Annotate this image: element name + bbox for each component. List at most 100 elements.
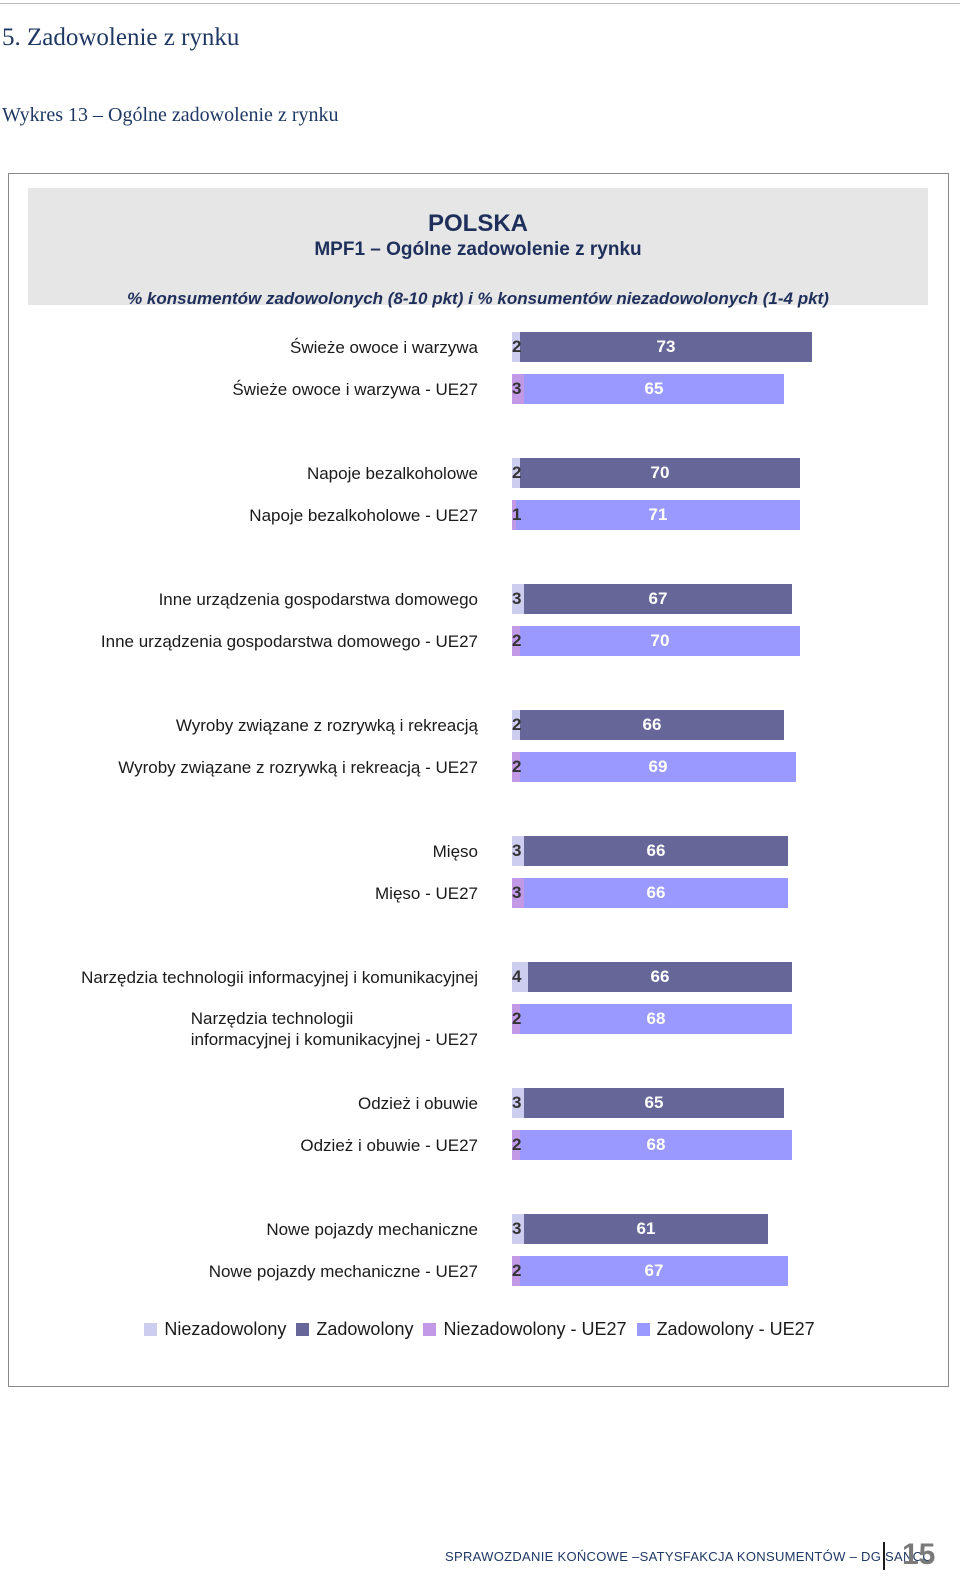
- bar-satisfied: [528, 962, 792, 992]
- data-label-satisfied: 70: [650, 631, 670, 650]
- legend-item: Niezadowolony: [144, 1319, 286, 1340]
- chart-subtitle: MPF1 – Ogólne zadowolenie z rynku: [314, 239, 642, 260]
- data-label-satisfied: 67: [644, 1261, 664, 1280]
- category-label: Nowe pojazdy mechaniczne - UE27: [208, 1262, 478, 1281]
- bar-satisfied-ue27: [520, 1130, 792, 1160]
- chart-title: POLSKA: [427, 210, 528, 237]
- legend-label: Zadowolony - UE27: [656, 1318, 815, 1339]
- data-label-dissatisfied: 2: [512, 631, 522, 650]
- legend-label: Zadowolony: [316, 1318, 414, 1339]
- bar-dissatisfied: [512, 710, 520, 740]
- category-label: Mięso: [432, 842, 478, 861]
- category-label: Odzież i obuwie: [357, 1094, 478, 1113]
- legend-label: Niezadowolony: [164, 1318, 287, 1339]
- category-label: Napoje bezalkoholowe: [306, 464, 478, 483]
- data-label-dissatisfied: 2: [512, 337, 522, 356]
- bar-satisfied: [520, 332, 812, 362]
- footer-text: Sprawozdanie końcowe –satysfakcja konsum…: [445, 1549, 933, 1564]
- bar-dissatisfied: [512, 1214, 524, 1244]
- bar-dissatisfied: [512, 332, 520, 362]
- bar-dissatisfied: [512, 584, 524, 614]
- bar-dissatisfied: [512, 1088, 524, 1118]
- data-label-dissatisfied: 3: [512, 883, 522, 902]
- section-title: 5. Zadowolenie z rynku: [2, 24, 240, 51]
- bar-satisfied: [520, 458, 800, 488]
- chart-header: POLSKA MPF1 – Ogólne zadowolenie z rynku…: [28, 188, 928, 308]
- data-label-dissatisfied: 2: [512, 1135, 522, 1154]
- bar-dissatisfied-ue27: [512, 878, 524, 908]
- category-label: Wyroby związane z rozrywką i rekreacją -…: [118, 758, 478, 777]
- bar-satisfied: [524, 1214, 768, 1244]
- data-label-dissatisfied: 2: [512, 1261, 522, 1280]
- category-label: Narzędzia technologii informacyjnej i ko…: [190, 1009, 478, 1049]
- data-label-satisfied: 66: [646, 841, 666, 860]
- bar-satisfied-ue27: [520, 1004, 792, 1034]
- category-label: Świeże owoce i warzywa - UE27: [232, 380, 478, 399]
- legend-item: Niezadowolony - UE27: [423, 1318, 627, 1340]
- bar-dissatisfied-ue27: [512, 1256, 520, 1286]
- chart-note: % konsumentów zadowolonych (8-10 pkt) i …: [127, 289, 829, 308]
- figure-title: Wykres 13 – Ogólne zadowolenie z rynku: [2, 104, 339, 126]
- bar-satisfied: [524, 584, 792, 614]
- data-label-dissatisfied: 2: [512, 757, 522, 776]
- bar-satisfied: [524, 836, 788, 866]
- category-label: Inne urządzenia gospodarstwa domowego - …: [100, 632, 478, 651]
- category-label: Inne urządzenia gospodarstwa domowego: [158, 590, 478, 609]
- bar-satisfied-ue27: [520, 752, 796, 782]
- chart-legend: Niezadowolony Zadowolony Niezadowolony - U…: [9, 1314, 950, 1344]
- bar-dissatisfied: [512, 458, 520, 488]
- bar-satisfied-ue27: [520, 1256, 788, 1286]
- bar-dissatisfied-ue27: [512, 500, 516, 530]
- data-label-satisfied: 73: [656, 337, 676, 356]
- data-label-dissatisfied: 2: [512, 1009, 522, 1028]
- category-label: Odzież i obuwie - UE27: [300, 1136, 478, 1155]
- data-label-satisfied: 61: [636, 1219, 656, 1238]
- category-label: Świeże owoce i warzywa: [289, 338, 478, 357]
- top-rule: [0, 3, 960, 4]
- data-label-satisfied: 68: [646, 1135, 666, 1154]
- bar-dissatisfied: [512, 962, 528, 992]
- legend-label: Niezadowolony - UE27: [443, 1318, 627, 1339]
- bar-dissatisfied: [512, 836, 524, 866]
- data-label-satisfied: 66: [642, 715, 662, 734]
- chart-frame: POLSKA MPF1 – Ogólne zadowolenie z rynku…: [8, 173, 949, 1387]
- data-label-dissatisfied: 3: [512, 589, 522, 608]
- bar-dissatisfied-ue27: [512, 374, 524, 404]
- bar-satisfied: [520, 710, 784, 740]
- data-label-dissatisfied: 3: [512, 1093, 522, 1112]
- data-label-satisfied: 69: [648, 757, 668, 776]
- data-label-satisfied: 68: [646, 1009, 666, 1028]
- bar-dissatisfied-ue27: [512, 1004, 520, 1034]
- legend-swatch: [636, 1322, 650, 1336]
- data-label-satisfied: 67: [648, 589, 668, 608]
- bar-satisfied-ue27: [524, 374, 784, 404]
- data-label-satisfied: 71: [648, 505, 668, 524]
- legend-swatch: [423, 1322, 437, 1336]
- data-label-dissatisfied: 3: [512, 379, 522, 398]
- category-label: Wyroby związane z rozrywką i rekreacją: [175, 716, 478, 735]
- data-label-satisfied: 66: [646, 883, 666, 902]
- category-label: Narzędzia technologii informacyjnej i ko…: [81, 968, 478, 987]
- legend-item: Zadowolony - UE27: [636, 1318, 815, 1340]
- data-label-satisfied: 65: [644, 379, 664, 398]
- bar-satisfied-ue27: [516, 500, 800, 530]
- bar-dissatisfied-ue27: [512, 752, 520, 782]
- page-number: 15: [902, 1538, 936, 1571]
- bar-satisfied: [524, 1088, 784, 1118]
- data-label-dissatisfied: 2: [512, 715, 522, 734]
- data-label-satisfied: 70: [650, 463, 670, 482]
- legend-item: Zadowolony: [296, 1319, 413, 1340]
- category-label: Nowe pojazdy mechaniczne: [266, 1220, 478, 1239]
- data-label-dissatisfied: 3: [512, 1219, 522, 1238]
- category-label: Mięso - UE27: [375, 884, 478, 903]
- bar-satisfied-ue27: [524, 878, 788, 908]
- data-label-satisfied: 65: [644, 1093, 664, 1112]
- bar-satisfied-ue27: [520, 626, 800, 656]
- category-label: Napoje bezalkoholowe - UE27: [249, 506, 478, 525]
- footer-separator: [883, 1542, 885, 1570]
- data-label-dissatisfied: 2: [512, 463, 522, 482]
- data-label-dissatisfied: 1: [512, 505, 522, 524]
- legend-swatch: [296, 1322, 310, 1336]
- data-label-dissatisfied: 4: [512, 967, 522, 986]
- data-label-dissatisfied: 3: [512, 841, 522, 860]
